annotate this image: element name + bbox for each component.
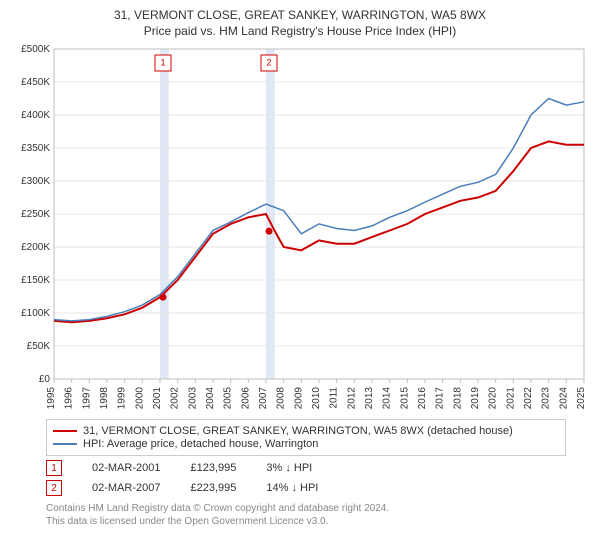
svg-text:2013: 2013 <box>364 387 375 410</box>
svg-text:1995: 1995 <box>46 387 57 410</box>
svg-text:£350K: £350K <box>21 143 50 154</box>
svg-text:2025: 2025 <box>576 387 587 410</box>
svg-text:2000: 2000 <box>134 387 145 410</box>
footer-line: Contains HM Land Registry data © Crown c… <box>46 502 592 515</box>
svg-text:2024: 2024 <box>558 387 569 410</box>
transaction-marker-icon: 2 <box>46 480 62 496</box>
svg-text:1: 1 <box>160 58 165 68</box>
svg-text:2005: 2005 <box>223 387 234 410</box>
svg-text:2006: 2006 <box>240 387 251 410</box>
svg-text:£100K: £100K <box>21 308 50 319</box>
svg-text:1998: 1998 <box>99 387 110 410</box>
svg-text:£500K: £500K <box>21 44 50 55</box>
svg-text:2011: 2011 <box>329 387 340 409</box>
transaction-price: £123,995 <box>190 462 236 474</box>
svg-text:2002: 2002 <box>170 387 181 410</box>
transaction-row-2: 2 02-MAR-2007 £223,995 14% ↓ HPI <box>46 480 592 496</box>
svg-text:£300K: £300K <box>21 176 50 187</box>
svg-text:£250K: £250K <box>21 209 50 220</box>
svg-text:2015: 2015 <box>399 387 410 410</box>
svg-text:2004: 2004 <box>205 387 216 410</box>
svg-text:2007: 2007 <box>258 387 269 410</box>
svg-text:2010: 2010 <box>311 387 322 410</box>
svg-text:2020: 2020 <box>488 387 499 410</box>
transaction-row-1: 1 02-MAR-2001 £123,995 3% ↓ HPI <box>46 460 592 476</box>
svg-text:2017: 2017 <box>435 387 446 410</box>
svg-text:£50K: £50K <box>27 341 51 352</box>
svg-text:2016: 2016 <box>417 387 428 410</box>
svg-text:2012: 2012 <box>346 387 357 410</box>
transaction-delta: 14% ↓ HPI <box>266 482 318 494</box>
svg-text:1999: 1999 <box>117 387 128 410</box>
svg-text:£150K: £150K <box>21 275 50 286</box>
svg-text:2: 2 <box>266 58 271 68</box>
svg-text:£0: £0 <box>39 374 51 385</box>
svg-text:2019: 2019 <box>470 387 481 410</box>
svg-text:£450K: £450K <box>21 77 50 88</box>
svg-text:2001: 2001 <box>152 387 163 410</box>
svg-text:2008: 2008 <box>276 387 287 410</box>
page-title: 31, VERMONT CLOSE, GREAT SANKEY, WARRING… <box>8 8 592 24</box>
footer: Contains HM Land Registry data © Crown c… <box>46 502 592 528</box>
legend-row-price-paid: 31, VERMONT CLOSE, GREAT SANKEY, WARRING… <box>53 425 559 437</box>
svg-text:2009: 2009 <box>293 387 304 410</box>
legend: 31, VERMONT CLOSE, GREAT SANKEY, WARRING… <box>46 419 566 456</box>
legend-row-hpi: HPI: Average price, detached house, Warr… <box>53 438 559 450</box>
svg-text:2018: 2018 <box>452 387 463 410</box>
svg-text:1997: 1997 <box>81 387 92 410</box>
price-chart: £0 £50K £100K £150K £200K £250K £300K £350K £400… <box>8 43 592 413</box>
legend-label-price-paid: 31, VERMONT CLOSE, GREAT SANKEY, WARRING… <box>83 425 513 437</box>
svg-text:£400K: £400K <box>21 110 50 121</box>
chart-area: £0 £50K £100K £150K £200K £250K £300K £350K £400… <box>8 43 592 413</box>
svg-text:1996: 1996 <box>64 387 75 410</box>
legend-swatch-hpi <box>53 443 77 445</box>
legend-label-hpi: HPI: Average price, detached house, Warr… <box>83 438 318 450</box>
svg-text:2022: 2022 <box>523 387 534 410</box>
transaction-price: £223,995 <box>190 482 236 494</box>
svg-text:£200K: £200K <box>21 242 50 253</box>
svg-text:2003: 2003 <box>187 387 198 410</box>
chart-page: 31, VERMONT CLOSE, GREAT SANKEY, WARRING… <box>0 0 600 560</box>
transaction-date: 02-MAR-2007 <box>92 482 160 494</box>
page-subtitle: Price paid vs. HM Land Registry's House … <box>8 24 592 40</box>
transaction-date: 02-MAR-2001 <box>92 462 160 474</box>
svg-text:2023: 2023 <box>541 387 552 410</box>
footer-line: This data is licensed under the Open Gov… <box>46 515 592 528</box>
legend-swatch-price-paid <box>53 430 77 432</box>
svg-text:2021: 2021 <box>505 387 516 410</box>
transaction-delta: 3% ↓ HPI <box>266 462 312 474</box>
titles: 31, VERMONT CLOSE, GREAT SANKEY, WARRING… <box>8 8 592 39</box>
svg-text:2014: 2014 <box>382 387 393 410</box>
transaction-marker-icon: 1 <box>46 460 62 476</box>
